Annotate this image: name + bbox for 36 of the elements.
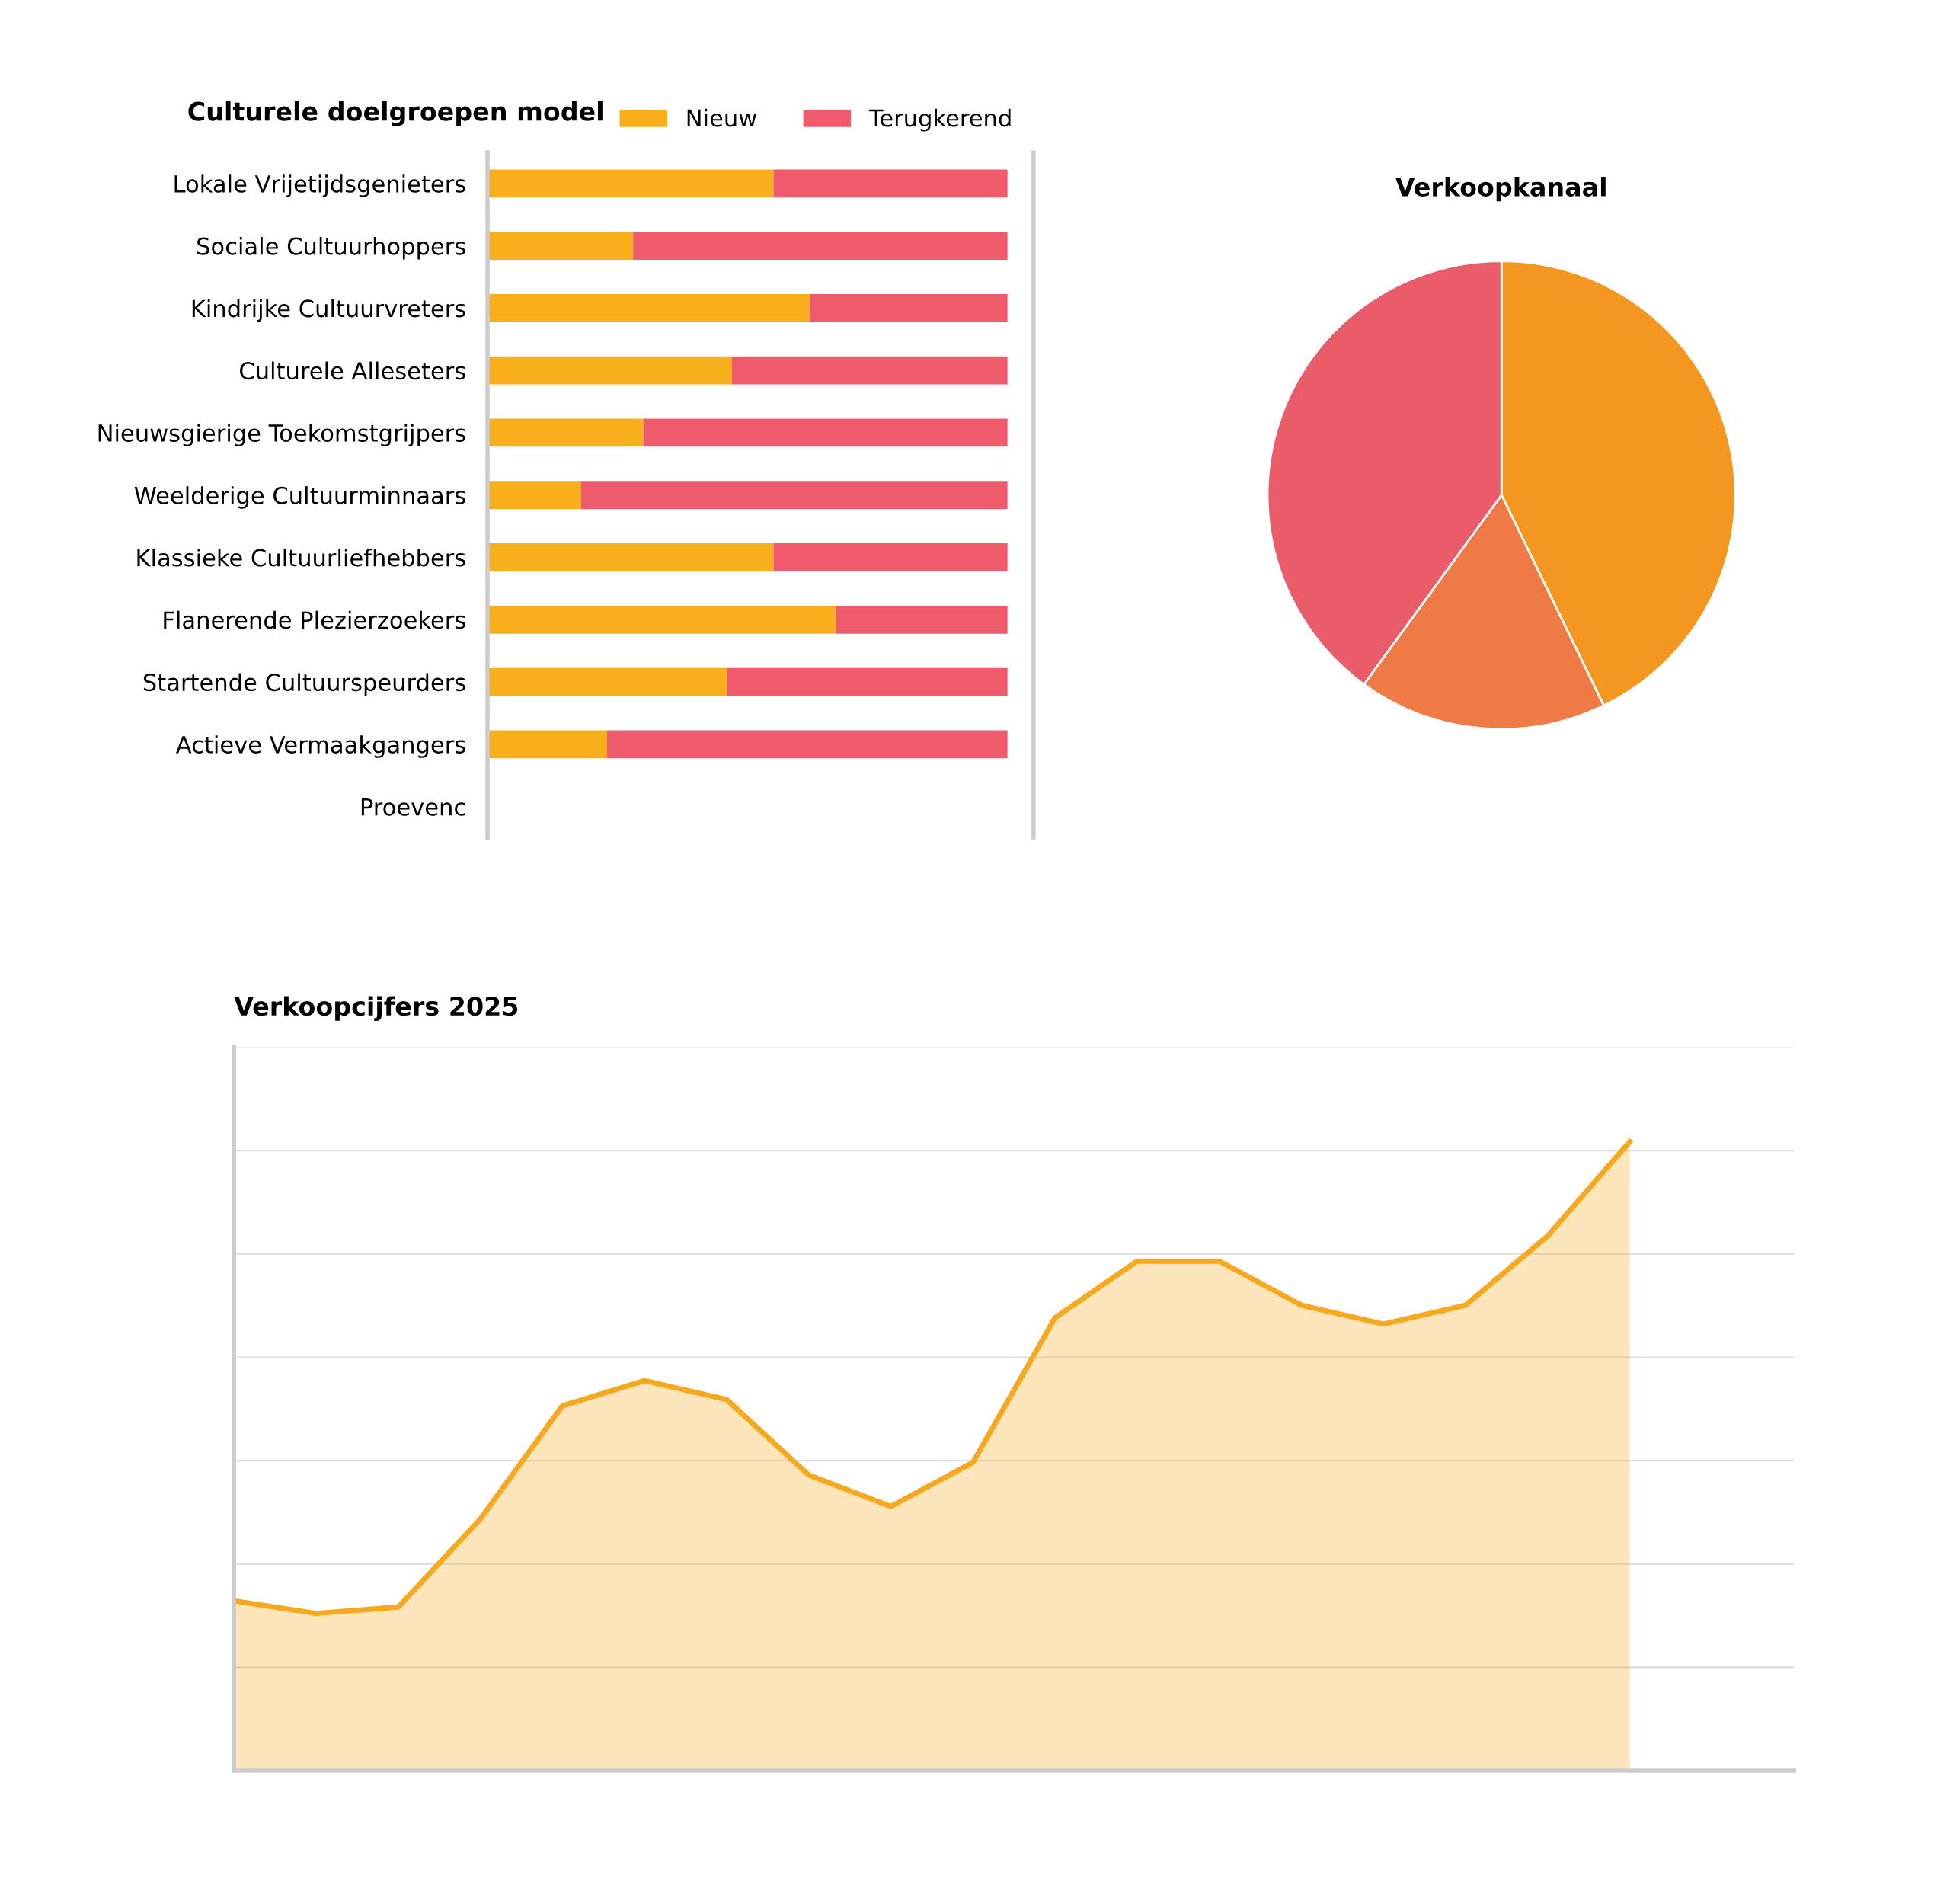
y-tick-label: Actieve Vermaakgangers [175, 735, 465, 758]
y-tick-label: Klassieke Cultuurliefhebbers [137, 548, 465, 567]
bar [488, 293, 810, 322]
bar [488, 543, 774, 571]
bar [488, 418, 644, 447]
bar [643, 418, 1008, 447]
bar [633, 232, 1008, 260]
y-tick-label: Flanerende Plezierzoekers [164, 610, 465, 629]
y-tick-label: Culturele Alleseters [240, 361, 465, 380]
bar [488, 356, 732, 385]
bar [488, 481, 581, 510]
bar [773, 169, 1008, 198]
bar [488, 232, 634, 260]
y-tick-label: Sociale Cultuurhoppers [197, 236, 465, 260]
y-tick-label: Startende Cultuurspeurders [143, 673, 465, 696]
bar [607, 730, 1008, 759]
bar [727, 667, 1008, 696]
chart-title: Culturele doelgroepen model [188, 101, 603, 126]
bar [488, 169, 774, 198]
bar [731, 356, 1008, 385]
bar [810, 293, 1008, 322]
y-tick-label: Weelderige Cultuurminnaars [134, 486, 465, 509]
y-tick-label: Kindrijke Cultuurvreters [192, 299, 465, 322]
bar [488, 667, 727, 696]
bar [580, 481, 1008, 510]
legend-label: Terugkerend [868, 108, 1011, 132]
chart-title: Verkoopkanaal [1395, 177, 1606, 202]
bar [773, 543, 1008, 571]
bar [488, 730, 608, 759]
y-tick-label: Nieuwsgierige Toekomstgrijpers [98, 424, 465, 446]
y-tick-label: Proevenc [361, 798, 465, 816]
y-tick-label: Lokale Vrijetijdsgenieters [174, 174, 465, 197]
bar [488, 605, 836, 634]
chart-title: Verkoopcijfers 2025 [234, 996, 518, 1021]
bar [836, 605, 1008, 634]
legend-label: Nieuw [687, 108, 756, 127]
